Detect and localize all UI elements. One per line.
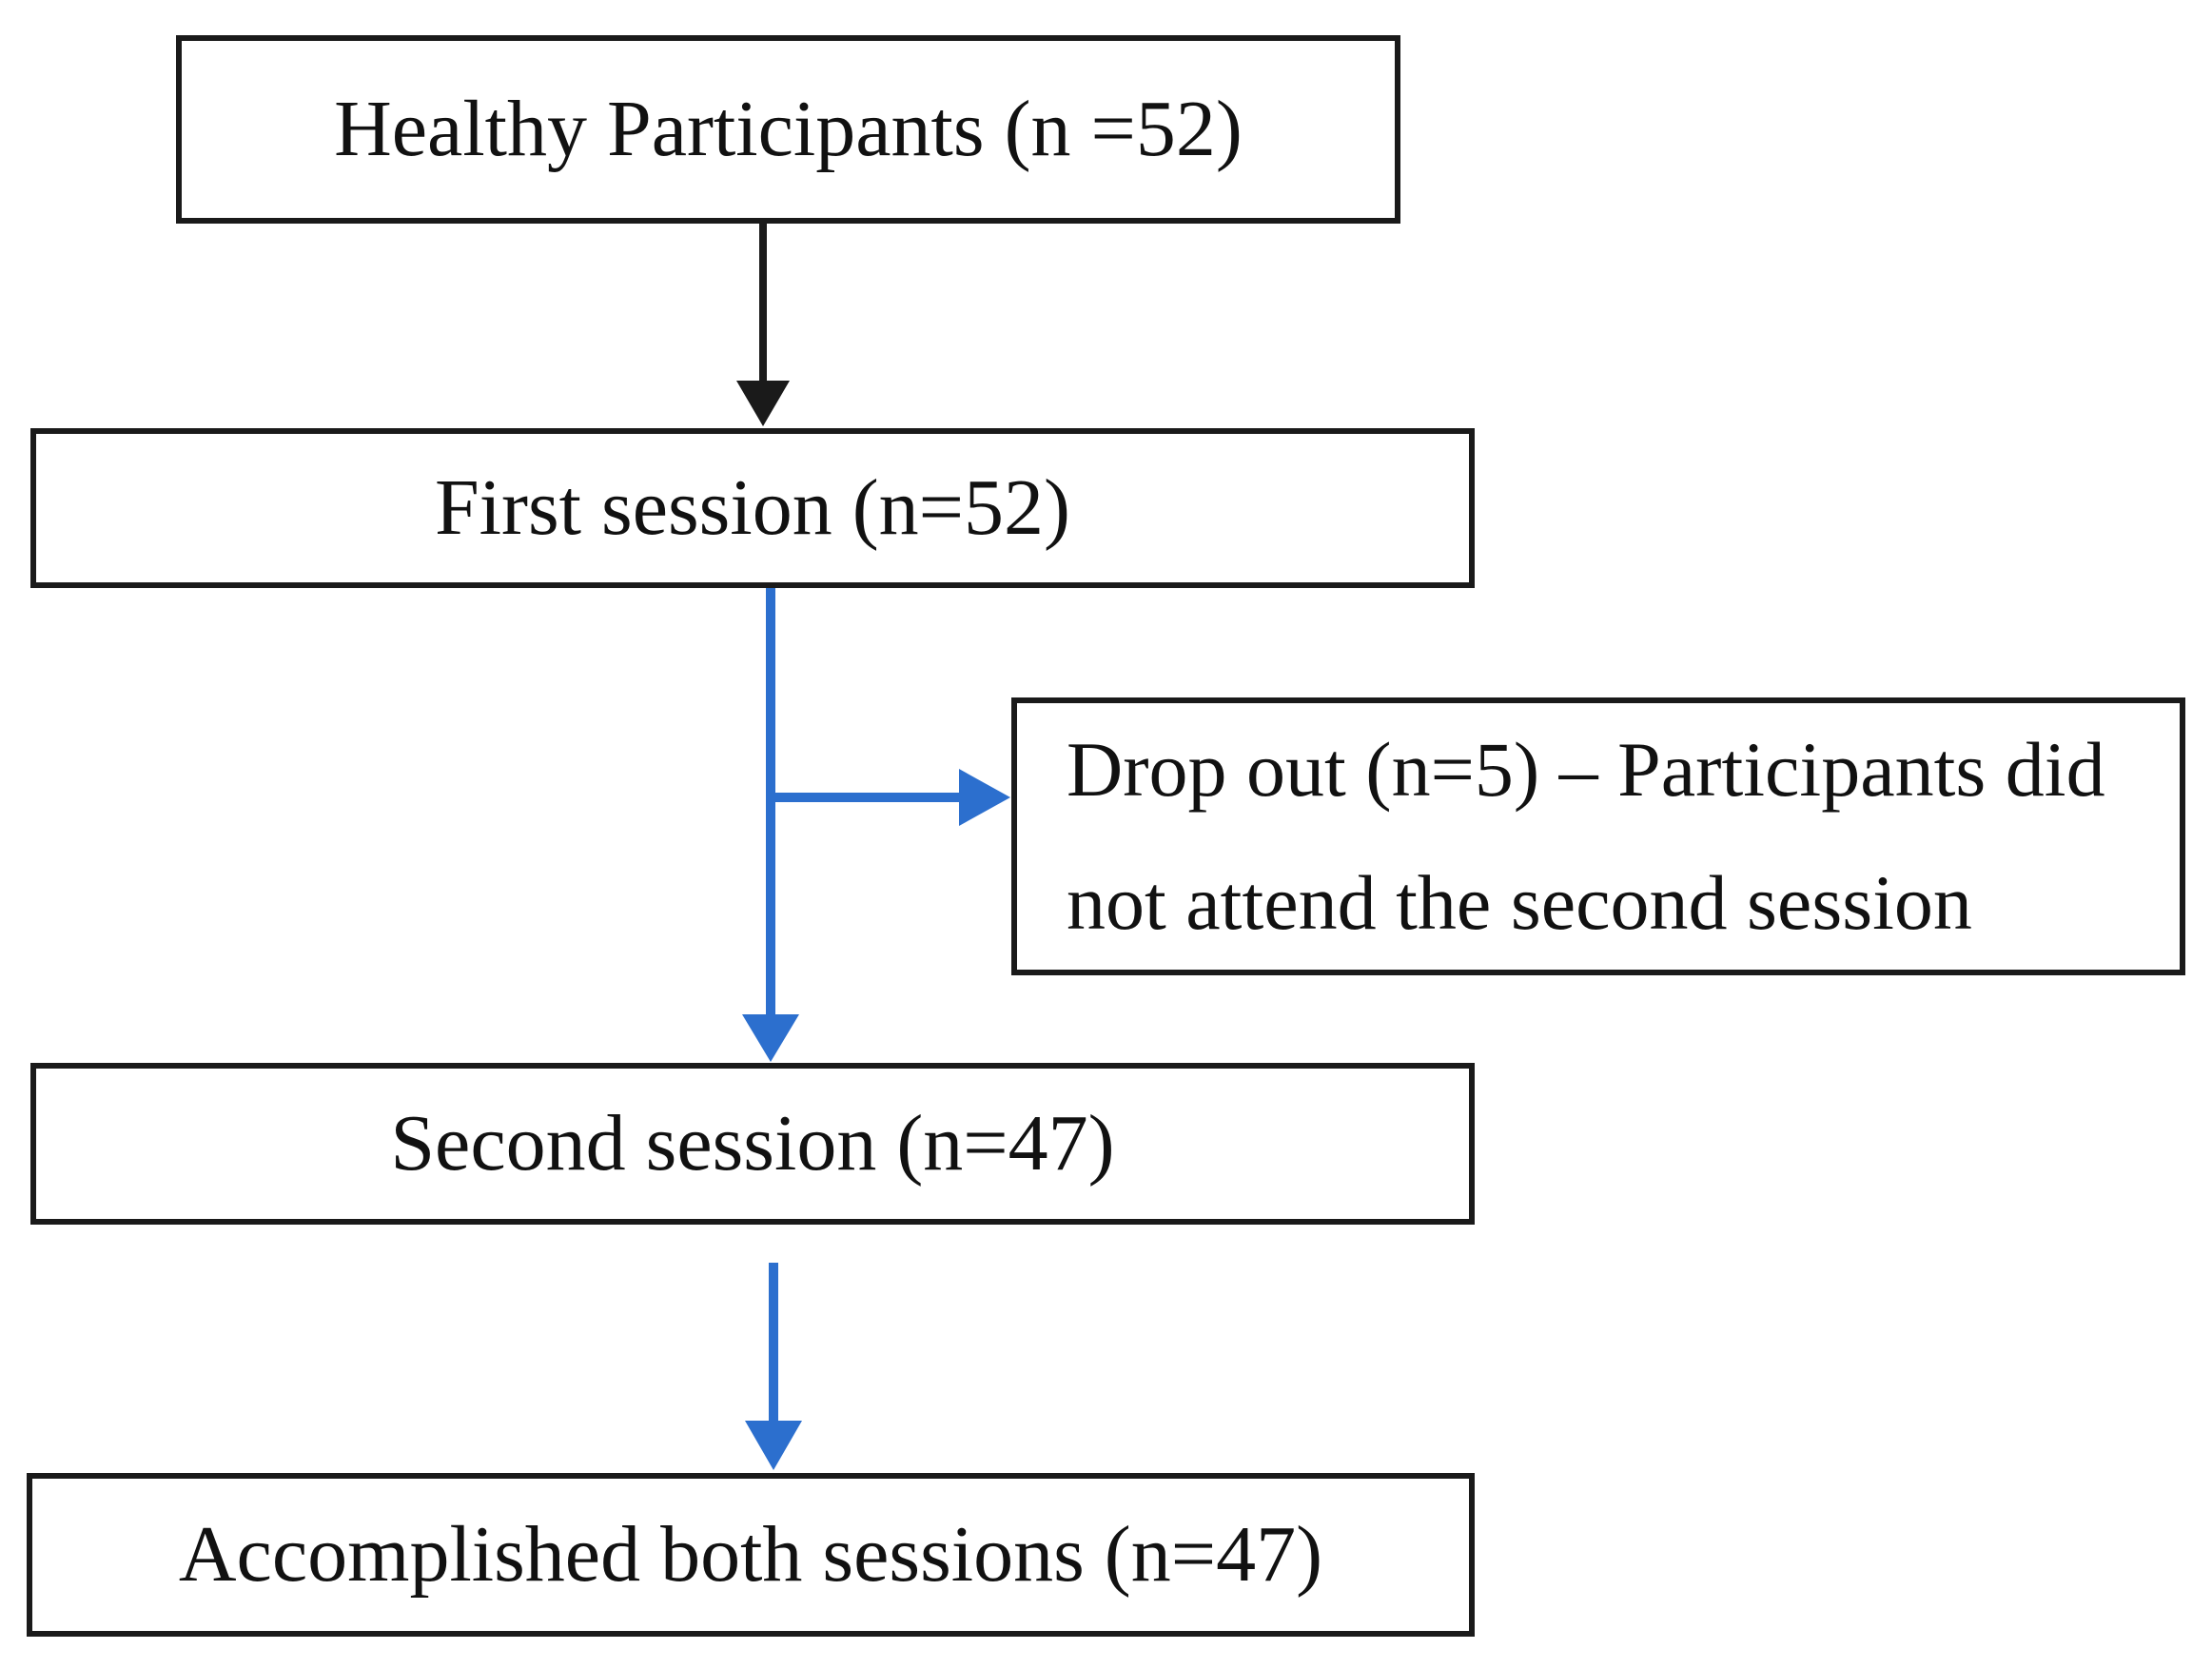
arrow-first-to-second-shaft — [766, 588, 775, 1018]
node-healthy-participants: Healthy Participants (n =52) — [176, 35, 1400, 224]
arrow-branch-to-dropout-shaft — [771, 793, 961, 802]
node-drop-out-label-line2: not attend the second session — [1067, 859, 1972, 946]
arrow-healthy-to-first-shaft — [759, 224, 767, 383]
arrow-second-to-accomplished-shaft — [769, 1263, 778, 1423]
node-second-session-label: Second session (n=47) — [390, 1098, 1115, 1188]
arrow-healthy-to-first-arrowhead-icon — [736, 381, 790, 426]
arrow-first-to-second-arrowhead-icon — [742, 1014, 799, 1062]
node-healthy-participants-label: Healthy Participants (n =52) — [334, 84, 1243, 173]
node-drop-out-label-line1: Drop out (n=5) – Participants did — [1067, 726, 2105, 813]
node-drop-out: Drop out (n=5) – Participants did not at… — [1011, 697, 2185, 975]
arrow-branch-to-dropout-arrowhead-icon — [959, 769, 1010, 826]
node-accomplished-both-sessions: Accomplished both sessions (n=47) — [27, 1473, 1475, 1637]
node-first-session-label: First session (n=52) — [434, 462, 1071, 552]
node-accomplished-both-sessions-label: Accomplished both sessions (n=47) — [178, 1509, 1323, 1599]
arrow-second-to-accomplished-arrowhead-icon — [745, 1421, 802, 1470]
node-second-session: Second session (n=47) — [30, 1063, 1475, 1225]
node-first-session: First session (n=52) — [30, 428, 1475, 588]
